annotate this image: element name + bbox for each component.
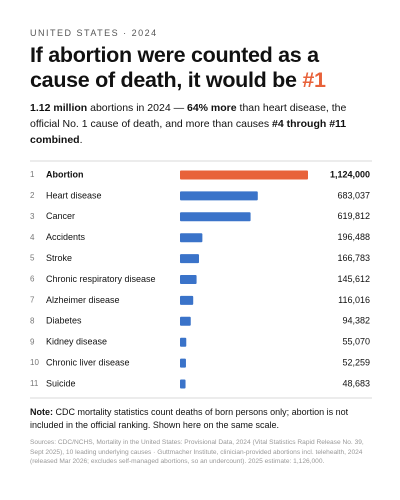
bar (180, 337, 187, 347)
rank: 9 (30, 337, 35, 346)
rank: 10 (30, 358, 39, 367)
note: Note: CDC mortality statistics count dea… (30, 406, 375, 432)
category-label: Alzheimer disease (46, 295, 120, 305)
subtitle-segment: 64% more (187, 102, 237, 114)
subtitle-segment: combined (30, 134, 80, 146)
category-label: Cancer (46, 211, 75, 221)
value-label: 619,812 (337, 211, 370, 221)
bar (180, 295, 194, 305)
category-label: Chronic liver disease (46, 357, 130, 367)
bar (180, 254, 199, 264)
category-label: Suicide (46, 378, 76, 388)
rank: 6 (30, 275, 35, 284)
rank: 4 (30, 233, 35, 242)
rank: 7 (30, 296, 35, 305)
value-label: 196,488 (337, 232, 370, 242)
note-text: CDC mortality statistics count deaths of… (30, 407, 349, 430)
title-text: If abortion were counted as a cause of d… (30, 43, 319, 92)
value-label: 55,070 (342, 337, 370, 347)
value-label: 116,016 (338, 295, 370, 305)
value-label: 145,612 (337, 274, 370, 284)
value-label: 166,783 (337, 253, 370, 263)
rank: 11 (30, 379, 39, 388)
category-label: Abortion (46, 169, 84, 179)
category-label: Stroke (46, 253, 72, 263)
rank: 5 (30, 254, 35, 263)
category-label: Accidents (46, 232, 86, 242)
subtitle: 1.12 million abortions in 2024 — 64% mor… (30, 100, 375, 148)
bar (180, 379, 186, 389)
bar (180, 191, 258, 201)
subtitle-segment: than heart disease, the official No. 1 c… (30, 102, 347, 130)
bar (180, 358, 186, 368)
chart: 1 Abortion 1,124,000 2 Heart disease 683,037 3… (30, 160, 372, 399)
subtitle-segment: #4 through #11 (272, 118, 347, 130)
note-lead: Note: (30, 407, 53, 417)
title-highlight: #1 (302, 68, 326, 92)
subtitle-segment: abortions in 2024 — (87, 102, 187, 114)
rank: 8 (30, 316, 35, 325)
rank: 1 (30, 170, 35, 179)
kicker: UNITED STATES · 2024 (30, 28, 158, 38)
rank: 3 (30, 212, 35, 221)
bar (180, 316, 191, 326)
value-label: 94,382 (342, 316, 370, 326)
sources: Sources: CDC/NCHS, Mortality in the Unit… (30, 439, 364, 465)
category-label: Diabetes (46, 316, 82, 326)
subtitle-segment: 1.12 million (30, 102, 88, 114)
bar (180, 233, 203, 243)
bar (180, 275, 197, 284)
value-label: 52,259 (342, 357, 370, 367)
category-label: Heart disease (46, 190, 102, 200)
value-label: 1,124,000 (330, 169, 370, 179)
value-label: 48,683 (342, 378, 370, 388)
bar (180, 212, 251, 222)
value-label: 683,037 (337, 190, 370, 200)
subtitle-segment: . (79, 134, 83, 146)
chart-title: If abortion were counted as a cause of d… (30, 43, 375, 93)
category-label: Chronic respiratory disease (46, 274, 156, 284)
bar (180, 170, 308, 180)
rank: 2 (30, 191, 35, 200)
category-label: Kidney disease (46, 337, 107, 347)
